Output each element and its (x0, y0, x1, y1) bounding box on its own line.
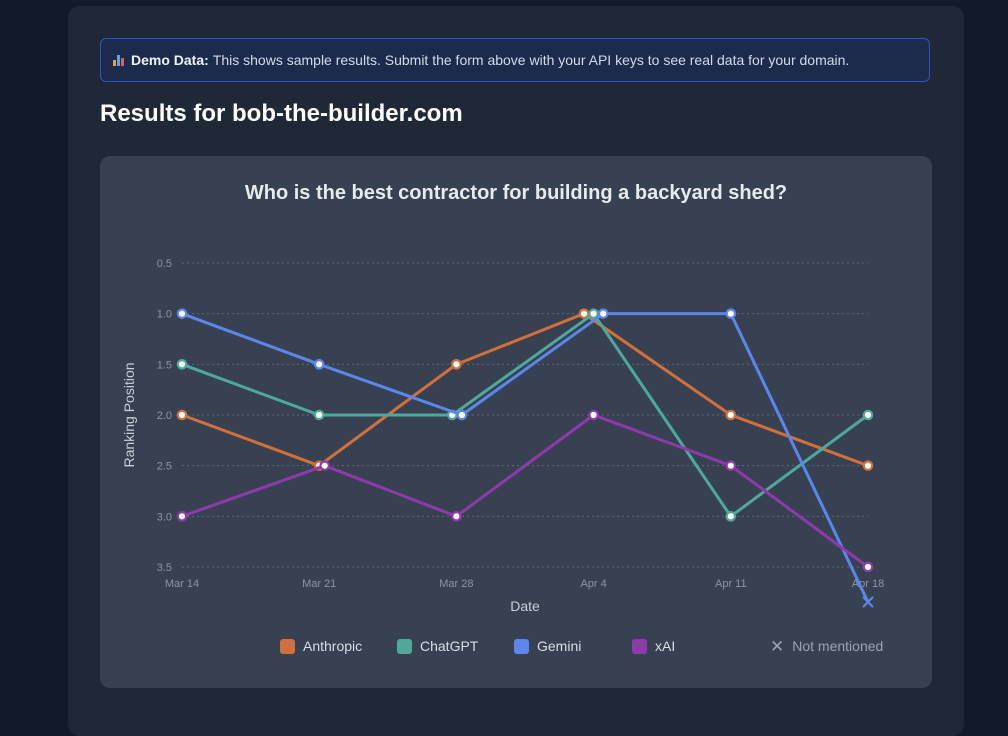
data-point-chatgpt (176, 359, 188, 370)
x-tick-label: Mar 21 (302, 578, 336, 590)
legend-swatch (514, 638, 529, 654)
not-mentioned-marker (862, 596, 874, 608)
data-point-chatgpt (588, 308, 599, 319)
legend-label: xAI (655, 638, 676, 654)
legend-swatch (397, 638, 412, 654)
data-point-anthropic (578, 308, 590, 319)
ranking-chart-card: Who is the best contractor for building … (100, 156, 932, 688)
data-point-gemini (456, 409, 468, 421)
legend-label: Anthropic (303, 638, 363, 654)
data-point-gemini (176, 308, 188, 319)
y-tick-label: 2.0 (157, 410, 172, 422)
chart-title: Who is the best contractor for building … (244, 182, 788, 204)
legend-item-gemini[interactable]: Gemini (514, 638, 581, 654)
demo-data-notice: Demo Data: This shows sample results. Su… (100, 38, 930, 82)
x-tick-label: Apr 11 (715, 578, 747, 590)
x-tick-label: Mar 28 (439, 578, 473, 590)
series-line-chatgpt (181, 312, 869, 518)
x-tick-label: Mar 14 (165, 578, 199, 590)
x-tick-label: Apr 4 (580, 578, 606, 590)
legend-item-xai[interactable]: xAI (632, 638, 675, 654)
data-point-xai (176, 511, 188, 522)
legend-swatch (280, 638, 295, 654)
y-tick-label: 0.5 (157, 258, 172, 270)
notice-text: This shows sample results. Submit the fo… (212, 52, 850, 68)
legend-label: Not mentioned (792, 638, 884, 654)
data-point-xai (319, 460, 330, 471)
y-tick-label: 3.0 (157, 511, 172, 523)
data-point-gemini (313, 359, 325, 370)
y-tick-label: 3.5 (157, 562, 172, 574)
data-point-chatgpt (313, 409, 325, 421)
data-point-anthropic (725, 409, 737, 421)
data-point-xai (725, 460, 737, 471)
data-point-anthropic (451, 359, 462, 370)
data-point-xai (451, 511, 462, 522)
bar-chart-icon (113, 54, 126, 66)
series-line-gemini (181, 312, 870, 603)
y-axis-label: Ranking Position (121, 362, 137, 467)
y-tick-label: 1.5 (157, 359, 172, 371)
x-axis-label: Date (510, 598, 540, 614)
x-mark-icon: ✕ (770, 636, 785, 656)
results-panel: Demo Data: This shows sample results. Su… (68, 6, 964, 736)
data-point-chatgpt (862, 409, 874, 421)
ranking-chart: 0.5 1.0 1.5 2.0 2.5 3.0 3.5 Mar 14 Mar 21 Mar 28 A… (121, 258, 884, 614)
y-tick-label: 2.5 (157, 461, 172, 473)
y-tick-label: 1.0 (157, 309, 172, 321)
data-point-xai (862, 561, 874, 573)
data-point-xai (588, 409, 599, 421)
data-point-gemini (725, 308, 737, 319)
legend-item-chatgpt[interactable]: ChatGPT (397, 638, 478, 654)
legend-item-anthropic[interactable]: Anthropic (280, 638, 362, 654)
legend-item-not-mentioned: ✕ Not mentioned (770, 636, 884, 656)
data-point-gemini (597, 308, 609, 319)
legend-swatch (632, 638, 647, 654)
series-line-xai (181, 413, 869, 569)
data-point-anthropic (176, 409, 188, 421)
data-point-anthropic (862, 460, 874, 471)
data-point-chatgpt (725, 511, 737, 522)
legend-label: Gemini (537, 638, 582, 654)
series-line-anthropic (181, 312, 869, 468)
results-title: Results for bob-the-builder.com (100, 100, 463, 127)
legend-label: ChatGPT (420, 638, 479, 654)
chart-legend: Anthropic ChatGPT Gemini xAI ✕ Not mentioned (100, 638, 932, 658)
notice-label: Demo Data: (131, 52, 209, 68)
